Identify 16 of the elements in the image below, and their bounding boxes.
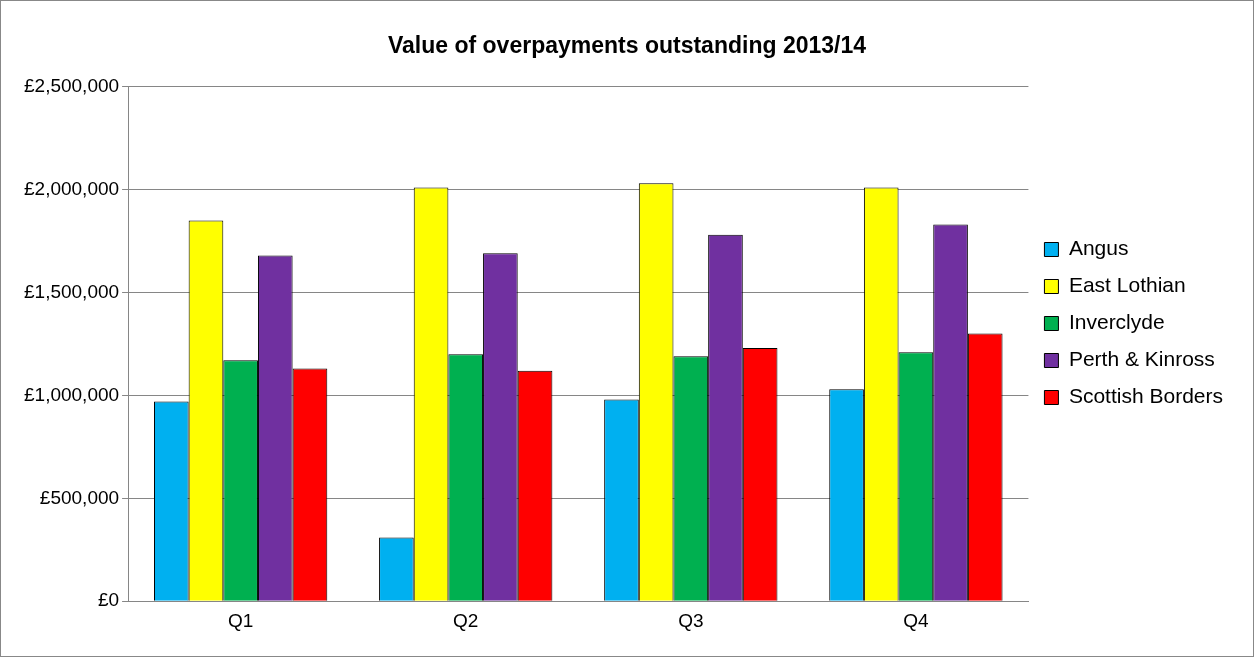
y-tick-label: £1,000,000: [24, 383, 120, 405]
chart-title: Value of overpayments outstanding 2013/14: [387, 32, 867, 59]
y-tick-label: £0: [97, 589, 120, 611]
legend-label: East Lothian: [1068, 273, 1186, 297]
legend-label: Inverclyde: [1068, 310, 1165, 334]
y-tick-label: £500,000: [39, 486, 120, 508]
y-tick-label: £2,000,000: [24, 177, 120, 199]
y-tick-label: £2,500,000: [24, 74, 120, 96]
legend-label: Scottish Borders: [1068, 384, 1224, 408]
legend-label: Angus: [1068, 236, 1129, 260]
y-tick-label: £1,500,000: [24, 280, 120, 302]
legend-label: Perth & Kinross: [1068, 347, 1215, 371]
x-tick-label: Q1: [227, 609, 254, 631]
x-tick-label: Q2: [453, 609, 479, 631]
x-tick-label: Q3: [678, 609, 704, 631]
x-tick-label: Q4: [903, 609, 929, 631]
